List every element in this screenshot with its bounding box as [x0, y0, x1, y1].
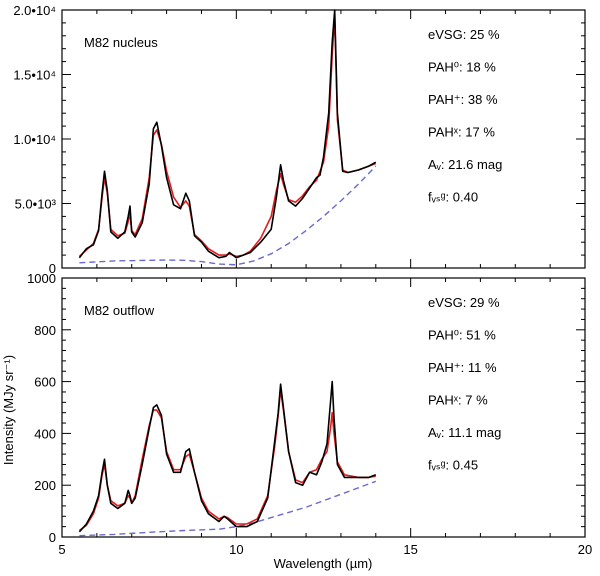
fit-result-label: PAHˣ — [428, 393, 459, 408]
fit-result-label: PAHˣ — [428, 125, 459, 140]
y-tick-label: 1.5•10⁴ — [13, 68, 56, 83]
y-tick-label: 0 — [49, 261, 56, 276]
x-axis-label: Wavelength (µm) — [274, 556, 373, 571]
fit-result-label: Aᵥ — [428, 157, 442, 172]
series-observed-line — [78, 9, 377, 259]
y-tick-label: 1000 — [27, 271, 56, 286]
fit-result-separator: : — [461, 360, 468, 375]
panel-top: 0 5.0•10³ 1.0•10⁴ 1.5•10⁴ 2.0•10⁴ M82 nucleus… — [13, 3, 586, 276]
y-tick-label: 800 — [34, 323, 56, 338]
fit-result-separator: : — [446, 190, 453, 205]
fit-result: eVSG: 29 % — [428, 295, 500, 310]
x-tick-label: 5 — [58, 542, 65, 557]
fit-result: PAHˣ: 17 % — [428, 125, 495, 140]
fit-result: Aᵥ: 11.1 mag — [428, 425, 501, 440]
fit-result: PAH⁰: 18 % — [428, 60, 496, 75]
fit-result-value: 7 % — [465, 393, 488, 408]
fit-result-label: eVSG — [428, 27, 463, 42]
fit-result-separator: : — [458, 125, 465, 140]
fit-result: eVSG: 25 % — [428, 27, 500, 42]
fit-result-label: fᵥₛᵍ — [428, 190, 446, 205]
fit-result-separator: : — [441, 157, 448, 172]
y-tick-label: 600 — [34, 375, 56, 390]
fit-result-value: 21.6 mag — [448, 157, 502, 172]
y-tick-label: 1.0•10⁴ — [13, 132, 56, 147]
y-tick-label: 2.0•10⁴ — [13, 3, 56, 18]
fit-result: PAH⁰: 51 % — [428, 328, 496, 343]
y-tick-label: 400 — [34, 426, 56, 441]
fit-result-separator: : — [459, 60, 466, 75]
y-tick-label: 0 — [49, 530, 56, 545]
fit-result: PAH⁺: 38 % — [428, 92, 498, 107]
object-label: M82 nucleus — [84, 35, 158, 50]
x-tick-label: 20 — [578, 542, 592, 557]
y-tick-label: 200 — [34, 478, 56, 493]
fit-result-value: 25 % — [470, 27, 500, 42]
fit-result-label: PAH⁰ — [428, 60, 459, 75]
fit-result-label: eVSG — [428, 295, 463, 310]
fit-result-label: PAH⁰ — [428, 328, 459, 343]
fit-result-value: 51 % — [466, 328, 496, 343]
fit-result-separator: : — [441, 425, 448, 440]
fit-result: fᵥₛᵍ: 0.45 — [428, 458, 478, 473]
fit-result-separator: : — [463, 27, 470, 42]
fit-result-value: 11 % — [468, 360, 497, 375]
x-tick-label: 15 — [403, 542, 417, 557]
series-observed-line — [78, 380, 377, 533]
fit-result-value: 11.1 mag — [448, 425, 501, 440]
fit-result-value: 0.40 — [453, 190, 478, 205]
fit-result-value: 29 % — [470, 295, 500, 310]
fit-result: PAHˣ: 7 % — [428, 393, 488, 408]
fit-result-separator: : — [461, 92, 468, 107]
object-label: M82 outflow — [84, 303, 155, 318]
y-tick-label: 5.0•10³ — [15, 197, 57, 212]
fit-result-separator: : — [463, 295, 470, 310]
plot-frame — [61, 277, 586, 538]
fit-result-label: PAH⁺ — [428, 92, 461, 107]
fit-result-separator: : — [458, 393, 465, 408]
y-axis-label: Intensity (MJy sr⁻¹) — [1, 355, 16, 465]
fit-result-label: PAH⁺ — [428, 360, 461, 375]
fit-result: PAH⁺: 11 % — [428, 360, 497, 375]
panel-bottom: 0 200 400 600 800 1000 5 10 15 20 M82 outflow eVSG:… — [27, 271, 592, 557]
fit-result-value: 18 % — [466, 60, 496, 75]
fit-result-label: Aᵥ — [428, 425, 442, 440]
fit-result: fᵥₛᵍ: 0.40 — [428, 190, 478, 205]
fit-result-value: 38 % — [468, 92, 498, 107]
fit-result-separator: : — [446, 458, 453, 473]
fit-result: Aᵥ: 21.6 mag — [428, 157, 502, 172]
x-tick-label: 10 — [229, 542, 243, 557]
fit-result-label: fᵥₛᵍ — [428, 458, 446, 473]
fit-result-separator: : — [459, 328, 466, 343]
fit-result-value: 0.45 — [453, 458, 478, 473]
series-continuum-line — [79, 480, 377, 537]
fit-result-value: 17 % — [465, 125, 495, 140]
